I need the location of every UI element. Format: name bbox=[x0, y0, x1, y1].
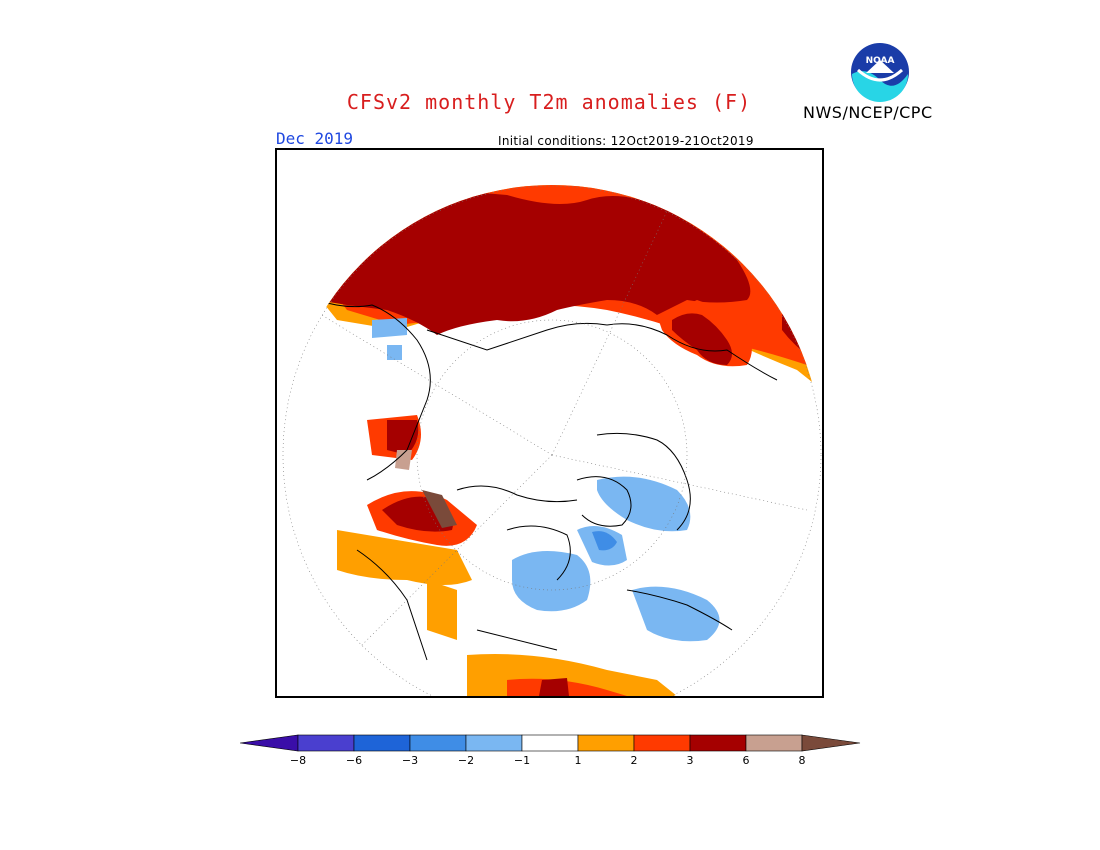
colorbar-swatch bbox=[577, 734, 635, 752]
anomaly-cool-alaska-north bbox=[387, 345, 402, 360]
anomaly-extreme-canada bbox=[422, 490, 457, 528]
colorbar-tick-label: 2 bbox=[631, 754, 638, 767]
colorbar-swatch bbox=[297, 734, 355, 752]
coastlines bbox=[316, 299, 778, 661]
anomaly-cool-alaska-west bbox=[372, 318, 407, 338]
anomaly-very-warm-scandinavia bbox=[672, 313, 732, 365]
initial-conditions: Initial conditions: 12Oct2019-21Oct2019 bbox=[498, 134, 754, 148]
colorbar-tick-label: −2 bbox=[458, 754, 474, 767]
anomaly-mild-us-west bbox=[337, 530, 472, 585]
noaa-logo: NOAA bbox=[849, 41, 911, 103]
anomaly-very-warm-eurasia bbox=[312, 190, 751, 335]
colorbar-swatch bbox=[689, 734, 747, 752]
anomaly-very-warm-atlantic bbox=[539, 678, 569, 696]
colorbar-tick-label: 1 bbox=[575, 754, 582, 767]
anomaly-cooler-hudson bbox=[592, 531, 617, 551]
anomaly-mild-us-south bbox=[427, 580, 457, 640]
colorbar-tick-label: −8 bbox=[290, 754, 306, 767]
colorbar-swatch bbox=[353, 734, 411, 752]
colorbar-tick-label: −1 bbox=[514, 754, 530, 767]
colorbar-tick-label: 6 bbox=[743, 754, 750, 767]
graticule bbox=[282, 185, 822, 696]
colorbar-tick-label: 8 bbox=[799, 754, 806, 767]
valid-month: Dec 2019 bbox=[276, 129, 354, 148]
anomaly-cool-siberia bbox=[597, 476, 691, 532]
colorbar-swatch bbox=[745, 734, 803, 752]
colorbar-swatch-lowest bbox=[240, 734, 299, 752]
colorbar-tick-label: 3 bbox=[687, 754, 694, 767]
colorbar-swatch bbox=[633, 734, 691, 752]
polar-map bbox=[282, 185, 822, 696]
colorbar: −8 −6 −3 −2 −1 1 2 3 6 8 bbox=[240, 734, 861, 767]
colorbar-swatch bbox=[465, 734, 523, 752]
colorbar-swatch bbox=[521, 734, 579, 752]
colorbar-swatch-highest bbox=[801, 734, 861, 752]
colorbar-tick-label: −6 bbox=[346, 754, 362, 767]
colorbar-tick-label: −3 bbox=[402, 754, 418, 767]
agency-label: NWS/NCEP/CPC bbox=[803, 103, 933, 122]
anomaly-cool-greenland bbox=[632, 586, 720, 642]
anomaly-extreme-alaska bbox=[395, 450, 412, 470]
anomaly-cool-canada bbox=[512, 551, 591, 612]
map-frame bbox=[275, 148, 824, 698]
anomaly-very-warm-alaska bbox=[387, 420, 419, 455]
svg-text:NOAA: NOAA bbox=[866, 56, 895, 66]
colorbar-swatch bbox=[409, 734, 467, 752]
chart-title: CFSv2 monthly T2m anomalies (F) bbox=[346, 90, 752, 114]
